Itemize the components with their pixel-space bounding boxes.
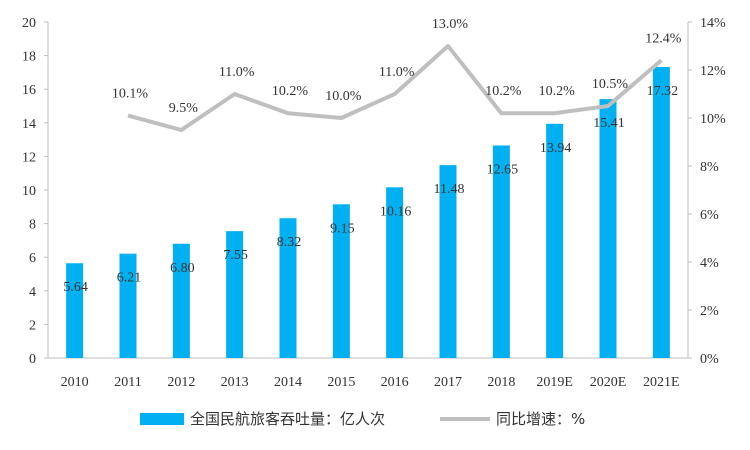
x-tick-label: 2020E [590,375,627,390]
bar [652,67,670,359]
data-labels: 5.64 6.21 6.80 7.55 8.32 9.15 10.16 11.48 12.65 1… [63,17,681,295]
bar [546,123,564,358]
right-tick-label: 14% [700,16,726,31]
bar [332,204,350,358]
x-tick-label: 2017 [434,375,462,390]
growth-value-label: 10.0% [325,89,362,104]
bar [119,253,137,358]
growth-value-label: 11.0% [219,65,255,80]
bar-value-label: 15.41 [593,116,625,131]
left-tick-label: 20 [22,16,36,31]
right-tick-label: 2% [700,304,719,319]
bar-value-label: 11.48 [434,182,465,197]
right-tick-label: 0% [700,352,719,367]
growth-value-label: 13.0% [432,17,469,32]
left-tick-label: 8 [29,218,36,233]
x-tick-label: 2012 [167,375,195,390]
bar-value-label: 10.16 [380,204,412,219]
x-tick-label: 2015 [327,375,355,390]
growth-value-label: 10.1% [112,87,149,102]
bar-value-label: 17.32 [647,84,679,99]
right-tick-label: 12% [700,64,726,79]
bar-value-label: 12.65 [487,162,519,177]
bar-value-label: 6.21 [117,271,142,286]
left-tick-label: 12 [22,150,36,165]
growth-line [127,44,663,132]
bar-value-label: 6.80 [170,261,195,276]
x-tick-label: 2016 [381,375,409,390]
growth-value-label: 9.5% [169,101,199,116]
right-tick-label: 10% [700,112,726,127]
x-tick-label: 2011 [114,375,141,390]
left-tick-label: 18 [22,50,36,65]
bars [66,67,670,359]
growth-value-label: 11.0% [379,65,415,80]
x-tick-label: 2018 [487,375,515,390]
bar [386,187,404,358]
right-tick-label: 6% [700,208,719,223]
right-tick-label: 8% [700,160,719,175]
left-tick-label: 4 [29,285,36,300]
left-tick-label: 10 [22,184,36,199]
growth-value-label: 10.2% [485,84,522,99]
x-tick-label: 2010 [61,375,89,390]
bar [226,231,244,358]
legend: 全国民航旅客吞吐量：亿人次 同比增速：% [140,410,585,428]
bar [439,165,457,358]
legend-line-label: 同比增速：% [496,410,585,428]
growth-value-label: 10.2% [539,84,576,99]
bar [599,99,617,358]
growth-line-path [127,44,663,132]
x-tick-label: 2013 [221,375,249,390]
bar [172,243,190,358]
bar-value-label: 9.15 [330,221,355,236]
growth-value-label: 10.5% [592,77,629,92]
bar-value-label: 5.64 [63,280,88,295]
legend-bar-label: 全国民航旅客吞吐量：亿人次 [190,410,385,428]
bar-value-label: 7.55 [223,248,248,263]
bar [66,263,84,358]
axes: 0 2 4 6 8 10 12 14 16 18 20 0% 2% 4% 6% 8% 10% 12% 14% 2010… [22,16,726,390]
bar-value-label: 13.94 [540,141,572,156]
bar [492,145,510,358]
growth-value-label: 12.4% [645,31,682,46]
legend-bar-swatch [140,413,184,425]
growth-value-label: 10.2% [272,84,309,99]
x-tick-label: 2019E [536,375,573,390]
left-tick-label: 6 [29,251,36,266]
left-tick-label: 14 [22,117,36,132]
x-tick-label: 2014 [274,375,302,390]
left-tick-label: 2 [29,318,36,333]
left-tick-label: 16 [22,83,36,98]
bar-value-label: 8.32 [277,235,302,250]
x-tick-label: 2021E [643,375,680,390]
bar [279,218,297,358]
left-tick-label: 0 [29,352,36,367]
right-tick-label: 4% [700,256,719,271]
